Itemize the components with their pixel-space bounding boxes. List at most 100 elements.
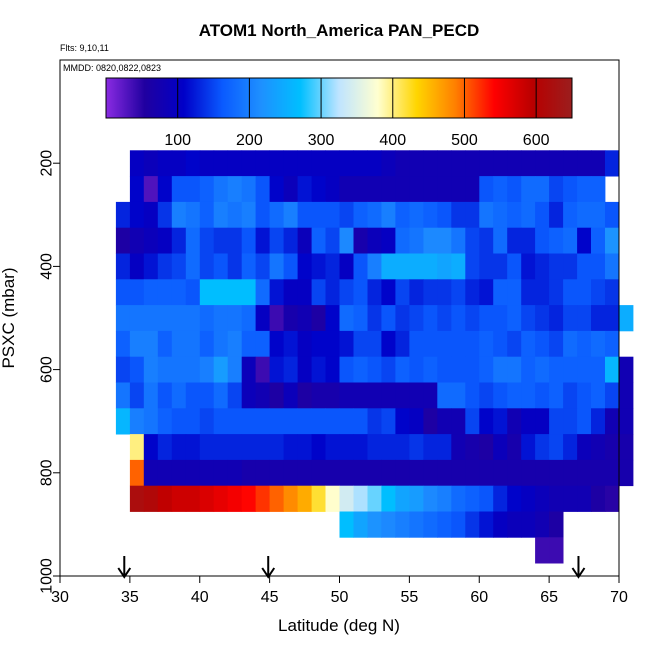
heatmap-cell <box>493 382 508 409</box>
heatmap-cell <box>213 150 229 177</box>
heatmap-cell <box>479 356 494 383</box>
heatmap-cell <box>213 485 229 512</box>
heatmap-cell <box>269 330 284 358</box>
heatmap-cell <box>605 330 620 358</box>
heatmap-cell <box>339 382 354 409</box>
heatmap-cell <box>311 201 326 229</box>
heatmap-cell <box>199 305 215 332</box>
heatmap-cell <box>381 227 396 254</box>
heatmap-cell <box>465 305 480 332</box>
heatmap-cell <box>143 330 159 358</box>
heatmap-cell <box>507 356 522 383</box>
heatmap-cell <box>325 176 340 203</box>
heatmap-cell <box>241 201 257 229</box>
heatmap-cell <box>619 434 634 461</box>
heatmap-cell <box>255 330 270 358</box>
heatmap-cell <box>465 511 480 538</box>
heatmap-cell <box>465 279 480 306</box>
heatmap-cell <box>339 279 354 306</box>
heatmap-cell <box>423 382 438 409</box>
colorbar-tick-label: 200 <box>236 132 263 149</box>
heatmap-cell <box>409 511 424 538</box>
heatmap-cell <box>283 150 298 177</box>
heatmap-cell <box>325 485 340 512</box>
heatmap-cell <box>185 176 201 203</box>
heatmap-cell <box>549 253 564 280</box>
y-tick-label: 600 <box>39 356 56 383</box>
heatmap-cell <box>521 279 536 306</box>
x-axis: 30 35 40 45 50 55 60 65 70 <box>51 575 628 606</box>
x-tick-label: 45 <box>261 589 279 606</box>
heatmap-cell <box>535 511 550 538</box>
heatmap-cell <box>563 305 578 332</box>
heatmap-cell <box>157 227 173 254</box>
heatmap-cell <box>283 201 298 229</box>
heatmap-cell <box>199 459 215 487</box>
heatmap-cell <box>423 434 438 461</box>
heatmap-cell <box>213 459 229 487</box>
heatmap-cell <box>521 201 536 229</box>
heatmap-cell <box>507 227 522 254</box>
heatmap-cell <box>325 382 340 409</box>
heatmap-cell <box>255 485 270 512</box>
heatmap-cell <box>199 150 215 177</box>
heatmap-cell <box>353 201 368 229</box>
heatmap-cell <box>227 459 243 487</box>
heatmap-cell <box>143 382 159 409</box>
heatmap-cell <box>535 305 550 332</box>
heatmap-cell <box>549 511 564 538</box>
colorbar-ticks: 100 200 300 400 500 600 <box>164 78 550 149</box>
heatmap-cell <box>353 330 368 358</box>
heatmap-cell <box>605 434 620 461</box>
heatmap-cell <box>381 305 396 332</box>
y-tick-label: 1000 <box>39 558 56 594</box>
heatmap-cell <box>297 305 312 332</box>
heatmap-cell <box>395 176 410 203</box>
heatmap-cell <box>381 201 396 229</box>
heatmap-cell <box>367 356 382 383</box>
x-tick-label: 40 <box>191 589 209 606</box>
heatmap-cell <box>353 279 368 306</box>
heatmap-cell <box>423 176 438 203</box>
heatmap-cell <box>311 382 326 409</box>
heatmap-cell <box>269 176 284 203</box>
heatmap-cell <box>227 408 243 435</box>
heatmap-cell <box>269 408 284 435</box>
x-tick-label: 50 <box>331 589 349 606</box>
heatmap-cell <box>115 253 131 280</box>
heatmap-cell <box>283 176 298 203</box>
heatmap-cell <box>339 201 354 229</box>
heatmap-cell <box>185 330 201 358</box>
heatmap-cells <box>115 150 634 564</box>
heatmap-cell <box>409 408 424 435</box>
heatmap-cell <box>241 150 257 177</box>
heatmap-cell <box>535 176 550 203</box>
heatmap-cell <box>451 176 466 203</box>
heatmap-cell <box>479 434 494 461</box>
heatmap-cell <box>423 150 438 177</box>
heatmap-cell <box>157 253 173 280</box>
heatmap-cell <box>185 305 201 332</box>
heatmap-cell <box>479 408 494 435</box>
heatmap-cell <box>185 356 201 383</box>
heatmap-cell <box>563 485 578 512</box>
heatmap-cell <box>619 408 634 435</box>
heatmap-cell <box>367 176 382 203</box>
heatmap-cell <box>129 253 145 280</box>
heatmap-cell <box>549 201 564 229</box>
heatmap-cell <box>563 227 578 254</box>
heatmap-cell <box>143 485 159 512</box>
chart-title: ATOM1 North_America PAN_PECD <box>199 21 480 40</box>
heatmap-cell <box>297 201 312 229</box>
heatmap-cell <box>325 330 340 358</box>
heatmap-cell <box>255 382 270 409</box>
heatmap-cell <box>171 201 187 229</box>
heatmap-cell <box>157 434 173 461</box>
heatmap-cell <box>185 485 201 512</box>
heatmap-cell <box>255 279 270 306</box>
heatmap-cell <box>549 305 564 332</box>
heatmap-cell <box>577 305 592 332</box>
heatmap-cell <box>269 356 284 383</box>
heatmap-cell <box>493 253 508 280</box>
heatmap-cell <box>353 176 368 203</box>
